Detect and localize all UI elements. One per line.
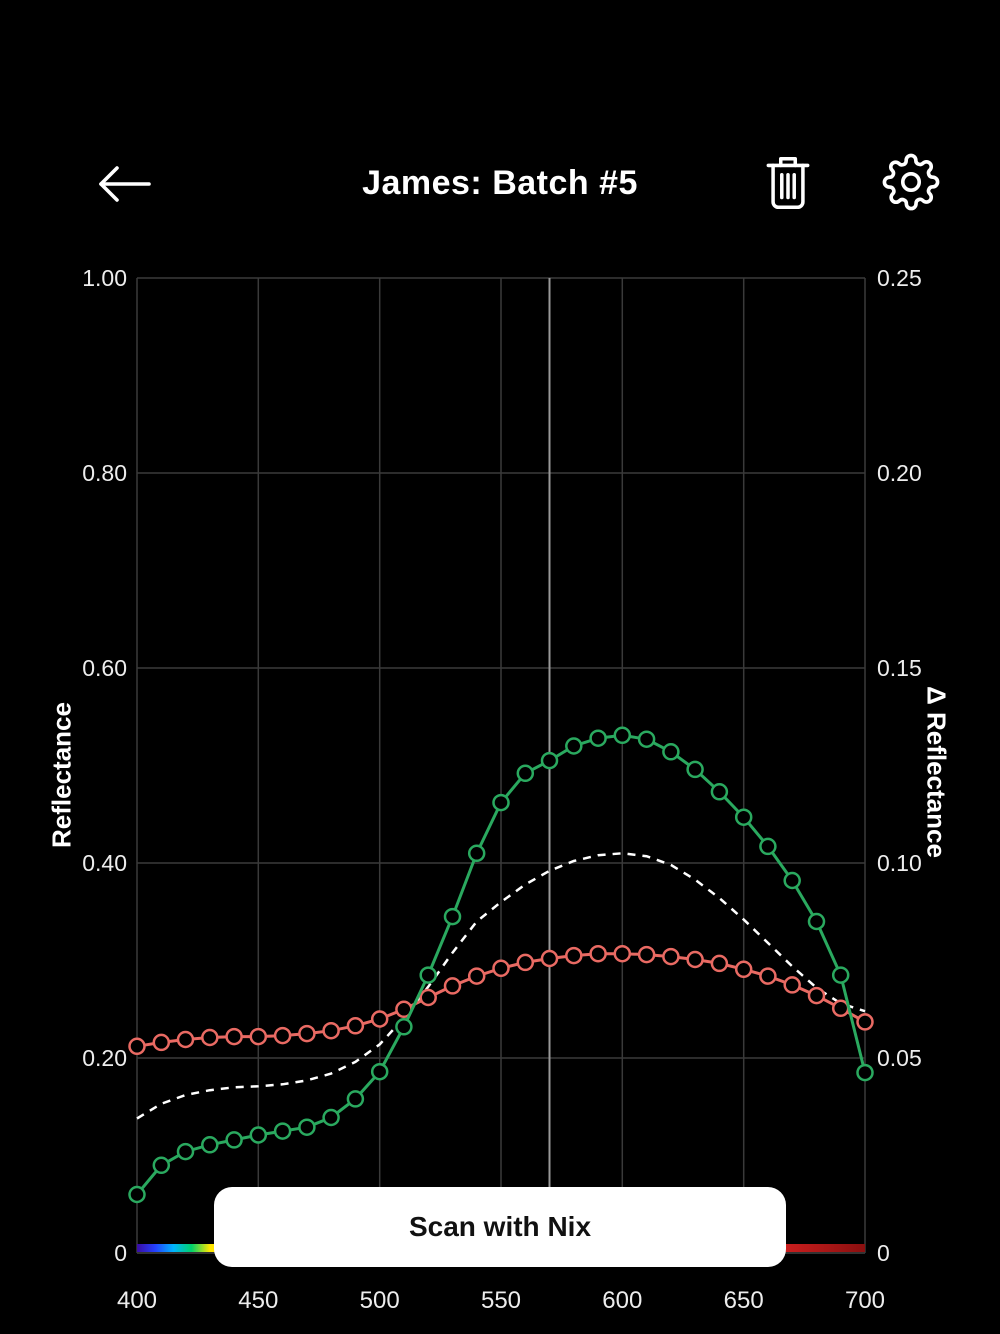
- left-y-axis-tick-label: 0.80: [82, 460, 127, 486]
- left-y-axis-tick-label: 0.60: [82, 655, 127, 681]
- trash-icon: [766, 157, 810, 210]
- right-y-axis-tick-label: 0.10: [877, 850, 922, 876]
- x-axis-tick-label: 700: [844, 1287, 886, 1314]
- page-title: James: Batch #5: [362, 164, 638, 202]
- left-y-axis-tick-label: 0.40: [82, 850, 127, 876]
- scan-with-nix-button[interactable]: Scan with Nix: [214, 1187, 786, 1267]
- left-y-axis-tick-label: 0.20: [82, 1045, 127, 1071]
- right-y-axis-tick-label: 0.05: [877, 1045, 922, 1071]
- spectral-reflectance-chart[interactable]: [128, 277, 874, 1254]
- right-y-axis-tick-label: 0.25: [877, 265, 922, 291]
- gear-icon: [882, 153, 940, 211]
- right-y-axis-tick-label: 0.15: [877, 655, 922, 681]
- x-axis-tick-label: 550: [480, 1287, 522, 1314]
- back-button[interactable]: [96, 163, 152, 205]
- x-axis-tick-label: 450: [238, 1287, 279, 1314]
- x-axis-tick-label: 400: [116, 1287, 158, 1314]
- x-axis-tick-label: 500: [359, 1287, 400, 1314]
- settings-button[interactable]: [882, 153, 940, 211]
- right-y-axis-tick-label: 0.20: [877, 460, 922, 486]
- chart-plot-svg[interactable]: [128, 277, 874, 1254]
- x-axis-tick-label: 650: [723, 1287, 764, 1314]
- left-y-axis-tick-label: 1.00: [82, 265, 127, 291]
- back-arrow-icon: [99, 166, 151, 202]
- right-axis-title: Δ Reflectance: [921, 686, 952, 858]
- right-y-axis-tick-label: 0: [877, 1240, 890, 1266]
- delete-button[interactable]: [763, 153, 813, 211]
- left-axis-title: Reflectance: [46, 702, 77, 848]
- left-y-axis-tick-label: 0: [114, 1240, 127, 1266]
- x-axis-tick-label: 600: [602, 1287, 643, 1314]
